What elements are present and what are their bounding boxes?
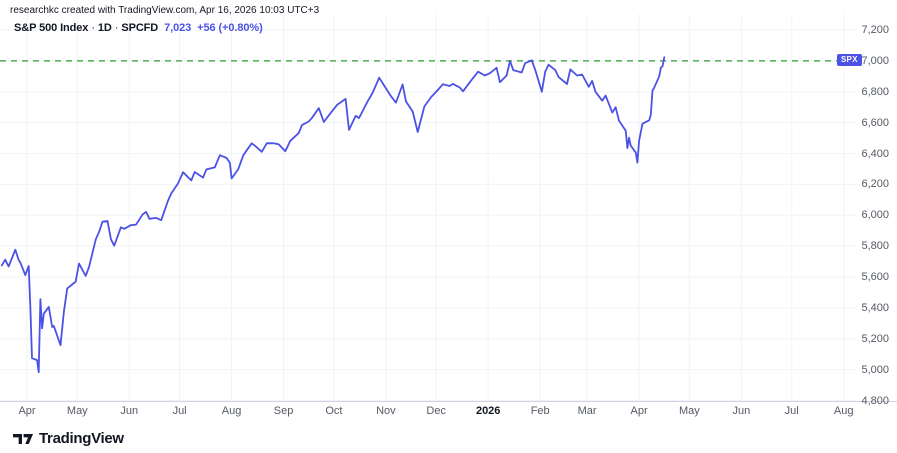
- symbol-interval: 1D: [97, 22, 112, 34]
- symbol-exchange: SPCFD: [121, 22, 159, 34]
- time-tick-label: Mar: [577, 405, 597, 417]
- time-tick-label: May: [679, 405, 700, 417]
- symbol-name: S&P 500 Index: [14, 22, 89, 34]
- time-tick-label: Apr: [18, 405, 36, 417]
- price-tick-label: 6,800: [861, 85, 889, 98]
- time-tick-label: Dec: [426, 405, 446, 417]
- time-tick-label: Apr: [630, 405, 648, 417]
- time-tick-label: 2026: [475, 405, 501, 417]
- price-tick-label: 5,000: [861, 363, 889, 376]
- price-tick-label: 6,000: [861, 209, 889, 222]
- separator-dot: ·: [114, 22, 119, 34]
- time-tick-label: Oct: [325, 405, 343, 417]
- symbol-header: S&P 500 Index · 1D · SPCFD 7,023 +56 (+0.80%): [14, 22, 263, 34]
- price-tick-label: 5,400: [861, 301, 889, 314]
- price-tick-label: 7,000: [861, 54, 889, 67]
- time-tick-label: May: [66, 405, 88, 417]
- tradingview-logo[interactable]: TradingView: [13, 431, 124, 446]
- time-tick-label: Aug: [221, 405, 242, 417]
- price-tick-label: 5,800: [861, 240, 889, 253]
- price-tick-label: 6,600: [861, 116, 889, 129]
- separator-dot: ·: [91, 22, 95, 34]
- time-tick-label: Jun: [732, 405, 751, 417]
- time-tick-label: Sep: [273, 405, 294, 417]
- price-line-series: [0, 56, 666, 374]
- price-tick-label: 5,200: [861, 332, 889, 345]
- price-change: +56 (+0.80%): [197, 22, 263, 34]
- time-tick-label: Jul: [172, 405, 187, 417]
- time-tick-label: Aug: [833, 405, 854, 417]
- tradingview-wordmark: TradingView: [39, 430, 124, 447]
- price-tick-label: 5,600: [861, 271, 889, 283]
- time-tick-label: Nov: [376, 405, 396, 417]
- price-tick-label: 6,200: [861, 178, 889, 191]
- time-tick-label: Jun: [120, 405, 139, 417]
- last-price: 7,023: [164, 22, 192, 34]
- time-tick-label: Feb: [530, 405, 550, 417]
- tradingview-17-icon: [13, 433, 33, 444]
- alert-price-label-badge: SPX: [837, 54, 862, 67]
- time-tick-label: Jul: [784, 405, 799, 417]
- price-tick-label: 7,200: [861, 24, 889, 36]
- attribution-text: researchkc created with TradingView.com,…: [10, 5, 320, 16]
- price-tick-label: 4,800: [861, 394, 889, 407]
- price-tick-label: 6,400: [861, 147, 889, 160]
